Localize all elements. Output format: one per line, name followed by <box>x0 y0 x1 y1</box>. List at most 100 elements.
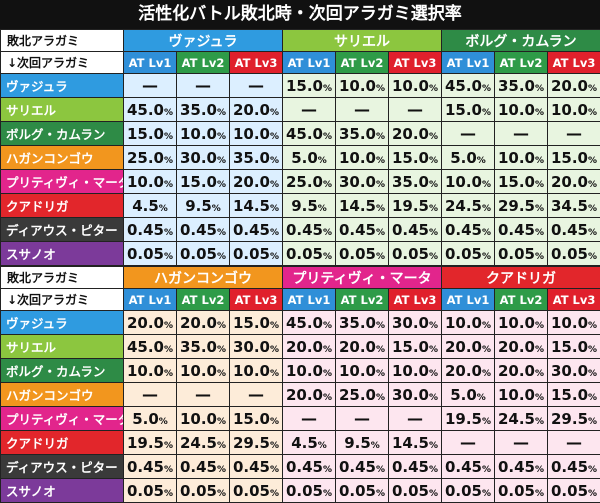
rate-table-bottom: 敗北アラガミ ハガンコンゴウ プリティヴィ・マータ クアドリガ ↓次回アラガミ AT Lv… <box>0 266 600 503</box>
rate-value: 0.05 <box>497 481 535 500</box>
rate-cell: 35.0% <box>335 121 389 146</box>
percent-sign: % <box>534 251 545 262</box>
level-header: AT Lv1 <box>441 51 495 74</box>
rate-value: 0.05 <box>179 481 217 500</box>
table-row: ボルグ・カムラン 15.0% 10.0% 10.0% 45.0% 35.0% 20.0% — —… <box>0 121 600 146</box>
percent-sign: % <box>535 392 545 403</box>
rate-value: 15.0 <box>232 313 270 332</box>
level-header: AT Lv2 <box>494 51 548 74</box>
rate-value: 5.0 <box>450 148 477 167</box>
rate-cell: 30.0% <box>387 310 443 335</box>
percent-sign: % <box>428 227 439 238</box>
rate-cell: 10.0% <box>335 73 389 98</box>
rate-value: 19.5 <box>444 409 482 428</box>
rate-cell: 0.05% <box>441 241 495 266</box>
rate-cell: 19.5% <box>441 406 496 431</box>
rate-value: 20.0 <box>179 313 217 332</box>
percent-sign: % <box>429 488 439 499</box>
rate-cell: 15.0% <box>123 121 177 146</box>
rate-cell: 45.0% <box>282 310 336 335</box>
rate-value: 10.0 <box>126 172 164 191</box>
percent-sign: % <box>216 107 227 118</box>
percent-sign: % <box>482 368 492 379</box>
percent-sign: % <box>317 155 327 166</box>
percent-sign: % <box>216 368 227 379</box>
rate-value: 35.0 <box>338 124 376 143</box>
percent-sign: % <box>534 155 545 166</box>
rate-value: 10.0 <box>497 100 535 119</box>
rate-value: 45.0 <box>285 313 323 332</box>
rate-value: 0.05 <box>444 244 482 263</box>
percent-sign: % <box>428 251 439 262</box>
rate-cell: 0.05% <box>494 241 548 266</box>
level-header: AT Lv2 <box>176 51 230 74</box>
rate-value: 0.05 <box>285 481 323 500</box>
rate-cell: 45.0% <box>123 334 177 359</box>
percent-sign: % <box>370 440 380 451</box>
rate-value: 35.0 <box>179 337 217 356</box>
row-label: サリエル <box>0 334 124 359</box>
rate-value: 30.0 <box>391 313 429 332</box>
rate-cell: 5.0% <box>441 145 495 170</box>
group-header: ヴァジュラ <box>123 29 283 52</box>
rate-cell: 0.45% <box>123 454 177 479</box>
rate-value: 20.0 <box>550 76 588 95</box>
rate-value: 10.0 <box>444 172 482 191</box>
rate-value: 30.0 <box>179 148 217 167</box>
group-header-row: 敗北アラガミ ハガンコンゴウ プリティヴィ・マータ クアドリガ <box>0 266 600 289</box>
percent-sign: % <box>216 227 227 238</box>
rate-value: 15.0 <box>497 172 535 191</box>
percent-sign: % <box>428 83 439 94</box>
rate-cell: 30.0% <box>387 382 443 407</box>
percent-sign: % <box>482 488 492 499</box>
rate-value: 15.0 <box>444 100 482 119</box>
percent-sign: % <box>216 416 227 427</box>
percent-sign: % <box>375 368 386 379</box>
rate-cell: 10.0% <box>388 73 442 98</box>
rate-cell: 0.05% <box>282 478 336 503</box>
percent-sign: % <box>535 416 545 427</box>
rate-cell: 0.05% <box>229 478 283 503</box>
rate-value: 30.0 <box>391 385 429 404</box>
rate-value: 30.0 <box>338 172 376 191</box>
level-header: AT Lv3 <box>229 288 283 311</box>
rate-cell: 0.05% <box>547 478 600 503</box>
rate-cell: 29.5% <box>494 193 548 218</box>
rate-value: 10.0 <box>179 361 217 380</box>
rate-value: 10.0 <box>126 361 164 380</box>
rate-value: 0.45 <box>179 457 217 476</box>
rate-value: 20.0 <box>444 337 482 356</box>
rate-value: 19.5 <box>126 433 164 452</box>
row-label: ハガンコンゴウ <box>0 145 124 170</box>
level-header: AT Lv3 <box>547 288 600 311</box>
table-row: ハガンコンゴウ 25.0% 30.0% 35.0% 5.0% 10.0% 15.0% 5.0%… <box>0 145 600 170</box>
level-header: AT Lv2 <box>335 51 389 74</box>
rate-cell: 0.05% <box>494 478 549 503</box>
rate-value: 4.5 <box>132 196 159 215</box>
rate-value: 9.5 <box>344 433 371 452</box>
percent-sign: % <box>269 368 280 379</box>
table-row: スサノオ 0.05% 0.05% 0.05% 0.05% 0.05% 0.05% 0.05% 0… <box>0 478 600 503</box>
percent-sign: % <box>481 179 492 190</box>
rate-value: 15.0 <box>551 337 589 356</box>
rate-value: 0.05 <box>497 244 535 263</box>
rate-cell: — <box>441 430 496 455</box>
rate-cell: 0.45% <box>494 217 548 242</box>
rate-cell: 10.0% <box>335 145 389 170</box>
percent-sign: % <box>163 155 174 166</box>
percent-sign: % <box>269 440 280 451</box>
level-header: AT Lv1 <box>123 288 177 311</box>
percent-sign: % <box>588 488 598 499</box>
rate-cell: 0.45% <box>176 454 230 479</box>
rate-cell: 15.0% <box>441 97 495 122</box>
percent-sign: % <box>216 464 227 475</box>
percent-sign: % <box>216 179 227 190</box>
rate-value: 0.05 <box>126 244 164 263</box>
rate-cell: 24.5% <box>494 406 549 431</box>
rate-cell: 29.5% <box>229 430 283 455</box>
percent-sign: % <box>429 464 439 475</box>
rate-value: 45.0 <box>126 100 164 119</box>
group-header: ボルグ・カムラン <box>441 29 600 52</box>
rate-cell: 20.0% <box>441 358 496 383</box>
percent-sign: % <box>481 251 492 262</box>
